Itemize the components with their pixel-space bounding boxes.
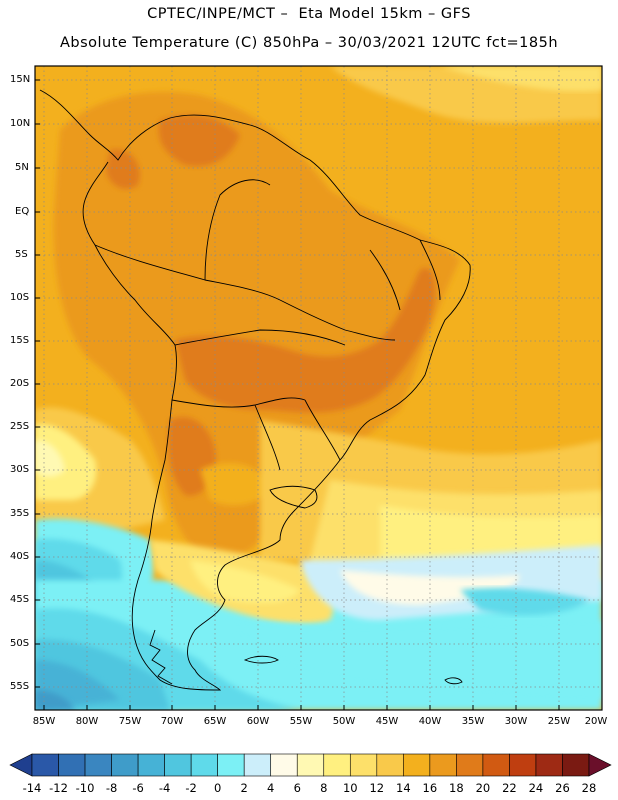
colorbar-label: 0 — [213, 781, 222, 795]
lon-label-80w: 80W — [75, 716, 99, 727]
colorbar-label: -12 — [49, 781, 68, 795]
colorbar-segment — [376, 753, 404, 777]
colorbar-segment — [429, 753, 457, 777]
map-frame — [34, 65, 603, 711]
lon-label-70w: 70W — [160, 716, 184, 727]
colorbar-label: 26 — [555, 781, 570, 795]
lon-label-25w: 25W — [547, 716, 571, 727]
temperature-field — [35, 66, 602, 710]
lat-label-15s: 15S — [10, 335, 30, 346]
colorbar-segment — [164, 753, 192, 777]
lat-label-10n: 10N — [10, 118, 31, 129]
lon-label-30w: 30W — [504, 716, 528, 727]
colorbar-segment — [190, 753, 218, 777]
graticule — [35, 66, 602, 710]
lat-label-5s: 5S — [15, 249, 28, 260]
colorbar-arrow-low — [9, 753, 33, 777]
colorbar-label: 4 — [267, 781, 275, 795]
lon-label-85w: 85W — [32, 716, 56, 727]
title-line-2: Absolute Temperature (C) 850hPa – 30/03/… — [59, 35, 559, 51]
lon-label-75w: 75W — [118, 716, 142, 727]
colorbar-label: -2 — [185, 781, 197, 795]
colorbar-label: 22 — [502, 781, 517, 795]
colorbar-label: 2 — [240, 781, 248, 795]
colorbar-segment — [562, 753, 590, 777]
colorbar-segment — [243, 753, 272, 777]
lon-label-60w: 60W — [246, 716, 270, 727]
colorbar-label: -4 — [158, 781, 171, 795]
colorbar-segment — [535, 753, 563, 777]
colorbar-segment — [31, 753, 59, 777]
colorbar-segment — [84, 753, 112, 777]
lon-label-45w: 45W — [375, 716, 399, 727]
lon-label-35w: 35W — [461, 716, 485, 727]
lon-label-55w: 55W — [289, 716, 313, 727]
lon-label-65w: 65W — [203, 716, 227, 727]
lat-label-eq: EQ — [15, 206, 30, 217]
lat-label-50s: 50S — [10, 638, 30, 649]
lat-label-45s: 45S — [10, 594, 30, 605]
colorbar-label: -14 — [22, 781, 42, 795]
lat-label-15n: 15N — [10, 74, 31, 85]
colorbar-label: 28 — [581, 781, 597, 795]
colorbar-arrow-high — [588, 753, 612, 777]
colorbar-segment — [270, 753, 298, 777]
lat-label-55s: 55S — [10, 681, 30, 692]
colorbar-segment — [296, 753, 325, 777]
colorbar-segment — [323, 753, 351, 777]
colorbar-label: 18 — [449, 781, 464, 795]
lat-label-20s: 20S — [10, 378, 30, 389]
lon-label-50w: 50W — [332, 716, 356, 727]
lat-label-5n: 5N — [15, 162, 29, 173]
lat-label-30s: 30S — [10, 464, 30, 475]
colorbar-segment — [111, 753, 139, 777]
lat-label-10s: 10S — [10, 292, 30, 303]
colorbar-segment — [349, 753, 378, 777]
colorbar-label: 6 — [293, 781, 301, 795]
lon-label-20w: 20W — [584, 716, 608, 727]
axis-ticks — [35, 79, 560, 710]
colorbar-segment — [482, 753, 510, 777]
colorbar-segment — [217, 753, 245, 777]
colorbar — [9, 753, 612, 777]
colorbar-segment — [509, 753, 537, 777]
colorbar-label: -6 — [132, 781, 144, 795]
colorbar-segment — [403, 753, 431, 777]
colorbar-segment — [137, 753, 165, 777]
lon-label-40w: 40W — [418, 716, 442, 727]
colorbar-label: 14 — [396, 781, 411, 795]
colorbar-segment — [58, 753, 86, 777]
colorbar-label: 8 — [320, 781, 328, 795]
lat-label-25s: 25S — [10, 421, 30, 432]
colorbar-label: 12 — [369, 781, 385, 795]
lat-label-35s: 35S — [10, 508, 30, 519]
coastlines — [39, 89, 471, 691]
title-line-1: CPTEC/INPE/MCT – Eta Model 15km – GFS — [147, 6, 471, 22]
colorbar-label: 24 — [528, 781, 544, 795]
colorbar-label: 16 — [422, 781, 438, 795]
colorbar-label: -8 — [105, 781, 118, 795]
lat-label-40s: 40S — [10, 551, 30, 562]
colorbar-label: 10 — [342, 781, 358, 795]
colorbar-label: -10 — [75, 781, 95, 795]
colorbar-segment — [456, 753, 484, 777]
colorbar-label: 20 — [475, 781, 491, 795]
